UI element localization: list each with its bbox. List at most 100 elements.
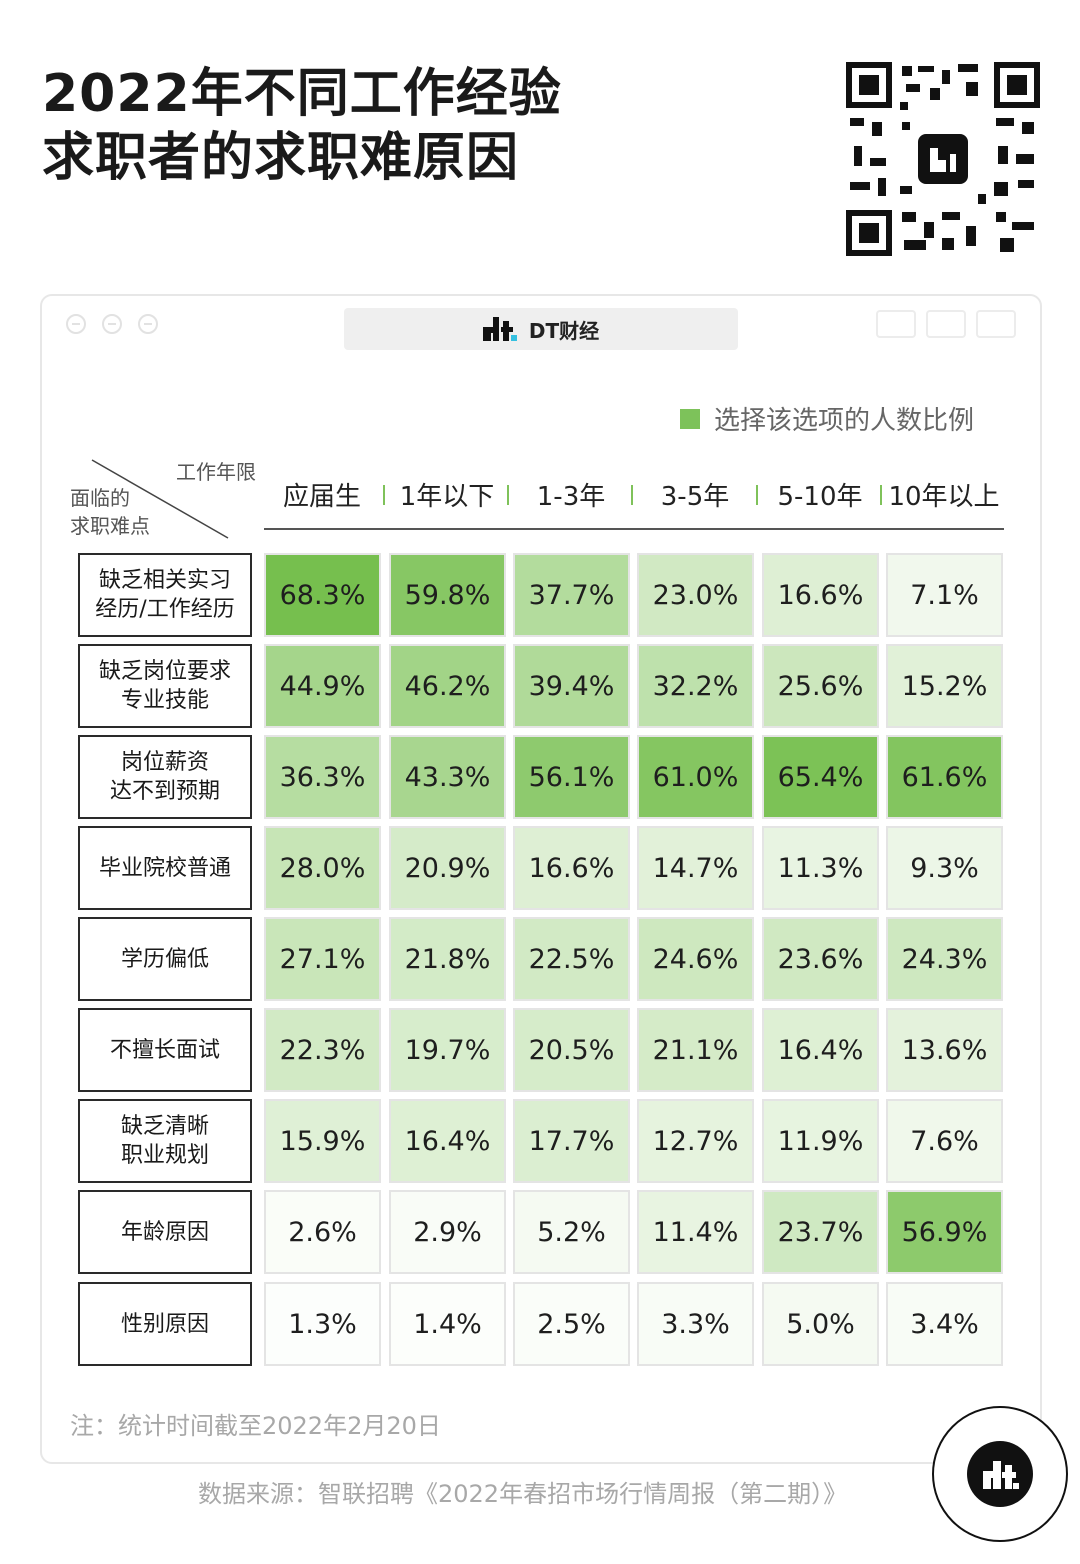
- heatmap-cell: 28.0%: [264, 826, 381, 910]
- column-header: 1年以下: [399, 482, 495, 512]
- column-header: 5-10年: [777, 482, 863, 512]
- heatmap-cell: 2.5%: [513, 1282, 630, 1366]
- heatmap-cell: 25.6%: [762, 644, 879, 728]
- column-header: 10年以上: [888, 482, 1000, 512]
- heatmap-cell: 21.8%: [389, 917, 506, 1001]
- heatmap-cell: 7.6%: [886, 1099, 1003, 1183]
- data-source: 数据来源：智联招聘《2022年春招市场行情周报（第二期）》: [198, 1480, 848, 1508]
- row-label: 缺乏相关实习 经历/工作经历: [78, 553, 252, 637]
- dt-logo-icon: [482, 317, 517, 341]
- heatmap-cell: 56.9%: [886, 1190, 1003, 1274]
- heatmap-cell: 20.5%: [513, 1008, 630, 1092]
- row-label: 不擅长面试: [78, 1008, 252, 1092]
- column-separator: [756, 485, 758, 505]
- heatmap-cell: 7.1%: [886, 553, 1003, 637]
- heatmap-cell: 23.7%: [762, 1190, 879, 1274]
- table-corner-header: 工作年限 面临的 求职难点: [70, 456, 260, 542]
- restore-icon[interactable]: [976, 310, 1016, 338]
- row-label: 毕业院校普通: [78, 826, 252, 910]
- heatmap-cell: 23.0%: [637, 553, 754, 637]
- column-header: 1-3年: [536, 482, 606, 512]
- heatmap-cell: 2.6%: [264, 1190, 381, 1274]
- legend-label: 选择该选项的人数比例: [714, 406, 975, 436]
- heatmap-cell: 65.4%: [762, 735, 879, 819]
- column-axis-label: 工作年限: [176, 460, 256, 484]
- heatmap-cell: 1.3%: [264, 1282, 381, 1366]
- chart-title: 2022年不同工作经验 求职者的求职难原因: [42, 62, 682, 190]
- column-separator: [507, 485, 509, 505]
- heatmap-cell: 11.3%: [762, 826, 879, 910]
- heatmap-cell: 16.6%: [762, 553, 879, 637]
- heatmap-cell: 16.4%: [389, 1099, 506, 1183]
- row-label: 缺乏清晰 职业规划: [78, 1099, 252, 1183]
- heatmap-cell: 17.7%: [513, 1099, 630, 1183]
- heatmap-cell: 21.1%: [637, 1008, 754, 1092]
- heatmap-cell: 3.3%: [637, 1282, 754, 1366]
- heatmap-cell: 11.4%: [637, 1190, 754, 1274]
- heatmap-cell: 36.3%: [264, 735, 381, 819]
- heatmap-cell: 13.6%: [886, 1008, 1003, 1092]
- row-label: 缺乏岗位要求 专业技能: [78, 644, 252, 728]
- column-separator: [631, 485, 633, 505]
- heatmap-cell: 61.0%: [637, 735, 754, 819]
- heatmap-cell: 16.4%: [762, 1008, 879, 1092]
- row-label: 岗位薪资 达不到预期: [78, 735, 252, 819]
- window-tab[interactable]: DT财经: [344, 308, 738, 350]
- heatmap-cell: 44.9%: [264, 644, 381, 728]
- column-separator: [383, 485, 385, 505]
- legend: 选择该选项的人数比例: [680, 400, 974, 437]
- record-icon[interactable]: [876, 310, 916, 338]
- minimize-icon[interactable]: [102, 314, 122, 334]
- heatmap-cell: 15.2%: [886, 644, 1003, 728]
- heatmap-cell: 61.6%: [886, 735, 1003, 819]
- footnote: 注：统计时间截至2022年2月20日: [70, 1412, 441, 1440]
- heatmap-cell: 39.4%: [513, 644, 630, 728]
- heatmap-cell: 27.1%: [264, 917, 381, 1001]
- heatmap-cell: 46.2%: [389, 644, 506, 728]
- heatmap-cell: 24.6%: [637, 917, 754, 1001]
- heatmap-cell: 3.4%: [886, 1282, 1003, 1366]
- window-title-bar: DT财经: [42, 296, 1040, 358]
- corner-diagonal-line: [91, 459, 229, 539]
- header-rule: [264, 528, 1004, 530]
- heatmap-cell: 59.8%: [389, 553, 506, 637]
- heatmap-cell: 20.9%: [389, 826, 506, 910]
- column-separator: [880, 485, 882, 505]
- heatmap-cell: 68.3%: [264, 553, 381, 637]
- row-label: 年龄原因: [78, 1190, 252, 1274]
- heatmap-cell: 11.9%: [762, 1099, 879, 1183]
- heatmap-cell: 24.3%: [886, 917, 1003, 1001]
- window-tab-label: DT财经: [528, 318, 600, 343]
- dt-badge-icon[interactable]: [932, 1406, 1068, 1542]
- qr-code-icon: [846, 62, 1040, 256]
- heatmap-cell: 19.7%: [389, 1008, 506, 1092]
- dt-badge-mark: [967, 1441, 1033, 1507]
- heatmap-cell: 37.7%: [513, 553, 630, 637]
- heatmap-cell: 22.5%: [513, 917, 630, 1001]
- heatmap-cell: 2.9%: [389, 1190, 506, 1274]
- column-header: 3-5年: [660, 482, 730, 512]
- legend-swatch: [680, 408, 700, 429]
- heatmap-cell: 23.6%: [762, 917, 879, 1001]
- heatmap-cell: 9.3%: [886, 826, 1003, 910]
- heatmap-cell: 15.9%: [264, 1099, 381, 1183]
- block-icon[interactable]: [138, 314, 158, 334]
- close-icon[interactable]: [66, 314, 86, 334]
- heatmap-cell: 5.0%: [762, 1282, 879, 1366]
- row-axis-label: 面临的 求职难点: [70, 486, 150, 538]
- share-icon[interactable]: [926, 310, 966, 338]
- heatmap-cell: 5.2%: [513, 1190, 630, 1274]
- heatmap-cell: 43.3%: [389, 735, 506, 819]
- heatmap-cell: 16.6%: [513, 826, 630, 910]
- heatmap-cell: 32.2%: [637, 644, 754, 728]
- heatmap-cell: 14.7%: [637, 826, 754, 910]
- heatmap-cell: 22.3%: [264, 1008, 381, 1092]
- title-line-1: 2022年不同工作经验: [42, 64, 562, 124]
- row-label: 学历偏低: [78, 917, 252, 1001]
- column-header: 应届生: [282, 482, 361, 512]
- heatmap-cell: 12.7%: [637, 1099, 754, 1183]
- row-label: 性别原因: [78, 1282, 252, 1366]
- heatmap-cell: 56.1%: [513, 735, 630, 819]
- heatmap-cell: 1.4%: [389, 1282, 506, 1366]
- title-line-2: 求职者的求职难原因: [42, 128, 520, 188]
